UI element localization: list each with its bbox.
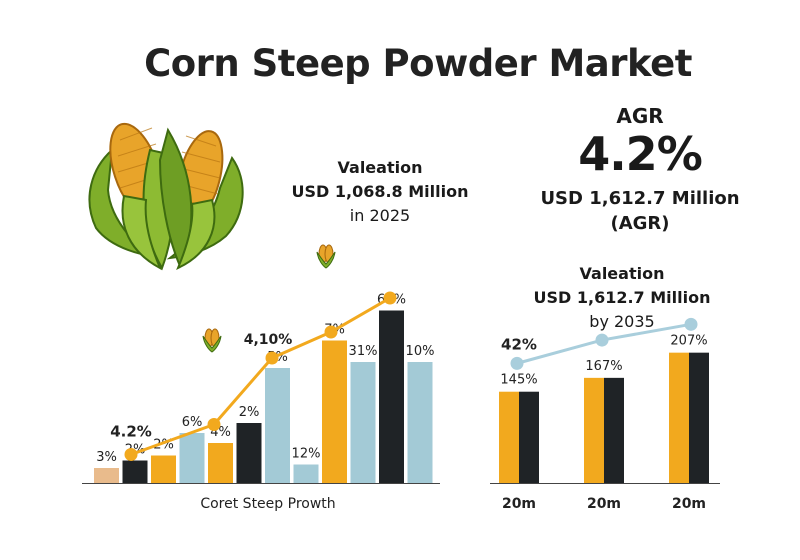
agr-amount: USD 1,612.7 Million [540,188,740,209]
x-tick-label: 20m [672,496,706,512]
bar [604,377,624,483]
agr-callout: AGR 4.2% USD 1,612.7 Million (AGR) [520,104,760,236]
bar [236,423,262,483]
trend-point-label: 4.2% [110,423,152,441]
trend-point [207,418,221,431]
bar [584,377,604,483]
valuation-amount: USD 1,068.8 Million [291,182,469,201]
trend-point [510,356,524,370]
bar-value-label: 31% [349,344,378,359]
x-tick-label: 20m [502,496,536,512]
trend-point-label: 42% [501,335,537,353]
bar [379,310,404,483]
bar [519,391,539,483]
bar [265,368,290,483]
right-bar-chart: 145% 20m 167% 20m 207% 20m 42% [490,317,720,512]
corn-husk-shape [316,251,336,269]
trend-point [383,291,397,305]
bar [350,362,376,483]
agr-note: (AGR) [610,213,670,234]
bar [122,460,148,483]
bar [151,455,176,483]
x-axis-label: Coret Steep Prowth [200,496,335,512]
corn-marker-icon [316,244,336,269]
valuation-label-2035: Valeation [579,264,665,283]
valuation-callout-2025: Valeation USD 1,068.8 Million in 2025 [250,156,510,228]
trend-point-label: 4,10% [244,332,293,348]
bar-value-label: 145% [500,373,537,388]
bar-value-label: 6% [182,415,203,430]
bar-value-label: 167% [585,359,622,374]
bar [179,433,205,483]
bar-value-label: 3% [96,450,117,465]
bar [689,352,709,483]
valuation-note: in 2025 [349,206,411,225]
bar-value-label: 10% [406,344,435,359]
x-tick-label: 20m [587,496,621,512]
bar [407,362,433,483]
trend-point [595,333,609,347]
valuation-callout-2035: Valeation USD 1,612.7 Million by 2035 [502,262,742,334]
left-bar-chart: 3%2%2%6%4%2%5%12%7%31%65%10%4.2%4,10%Cor… [82,244,440,512]
bar [499,391,519,483]
page-title: Corn Steep Powder Market [144,42,692,85]
bar [669,352,689,483]
bar [94,468,119,483]
corn-marker-icon [202,328,222,353]
bar [322,340,347,483]
corn-illustration [88,122,244,271]
agr-label: AGR [616,104,664,128]
bar-value-label: 2% [239,405,260,420]
valuation-note-2035: by 2035 [589,312,655,331]
trend-point [324,325,338,339]
valuation-amount-2035: USD 1,612.7 Million [533,288,711,307]
bar-value-label: 12% [292,447,321,462]
valuation-label: Valeation [337,158,423,177]
trend-point [124,448,138,461]
corn-husk-shape [202,335,222,353]
bar [293,464,319,483]
bar [208,443,233,483]
bar-value-label: 207% [670,334,707,349]
trend-point [684,317,698,331]
trend-point [265,351,279,365]
agr-value: 4.2% [578,127,703,181]
